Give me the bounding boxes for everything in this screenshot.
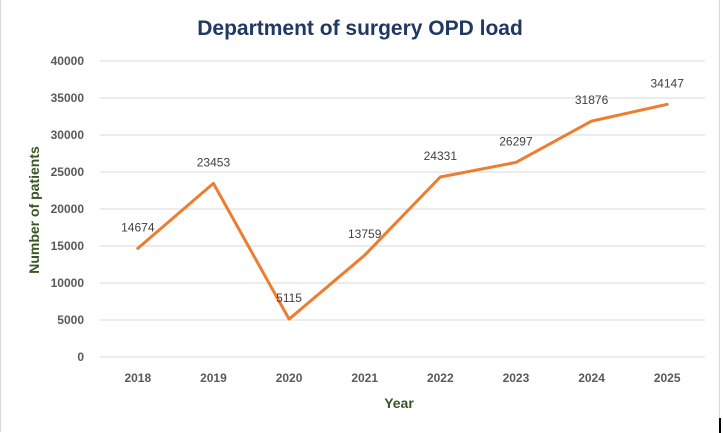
data-label: 26297 [499, 134, 533, 148]
y-axis-title: Number of patients [26, 146, 42, 274]
data-label: 5115 [276, 291, 302, 305]
data-label: 14674 [121, 220, 155, 234]
data-labels: 14674 23453 5115 13759 24331 26297 31876 34147 [121, 76, 684, 305]
y-tick-label: 35000 [51, 91, 85, 105]
y-tick-label: 15000 [51, 239, 85, 253]
data-label: 23453 [197, 155, 231, 169]
x-tick-label: 2023 [503, 371, 530, 385]
y-tick-label: 40000 [51, 54, 85, 68]
x-tick-label: 2021 [351, 371, 378, 385]
x-tick-label: 2022 [427, 371, 454, 385]
y-tick-label: 5000 [57, 313, 84, 327]
y-tick-label: 0 [77, 350, 84, 364]
y-tick-label: 30000 [51, 128, 85, 142]
chart-title: Department of surgery OPD load [197, 17, 523, 40]
y-tick-label: 25000 [51, 165, 85, 179]
data-label: 13759 [348, 227, 382, 241]
series-layer [136, 102, 669, 321]
y-tick-label: 20000 [51, 202, 85, 216]
data-label: 34147 [651, 76, 685, 90]
y-axis-ticks: 0 5000 10000 15000 20000 25000 30000 35000 40000 [51, 54, 85, 364]
x-tick-label: 2020 [276, 371, 303, 385]
series-line [136, 102, 669, 321]
x-axis-title: Year [384, 395, 414, 411]
y-tick-label: 10000 [51, 276, 85, 290]
text-cursor [719, 418, 721, 433]
data-label: 24331 [424, 149, 458, 163]
x-tick-label: 2018 [124, 371, 151, 385]
x-axis-ticks: 2018 2019 2020 2021 2022 2023 2024 2025 [124, 371, 680, 385]
data-label: 31876 [575, 93, 609, 107]
x-tick-label: 2019 [200, 371, 227, 385]
x-tick-label: 2025 [654, 371, 681, 385]
x-tick-label: 2024 [578, 371, 605, 385]
gridlines [100, 60, 705, 358]
